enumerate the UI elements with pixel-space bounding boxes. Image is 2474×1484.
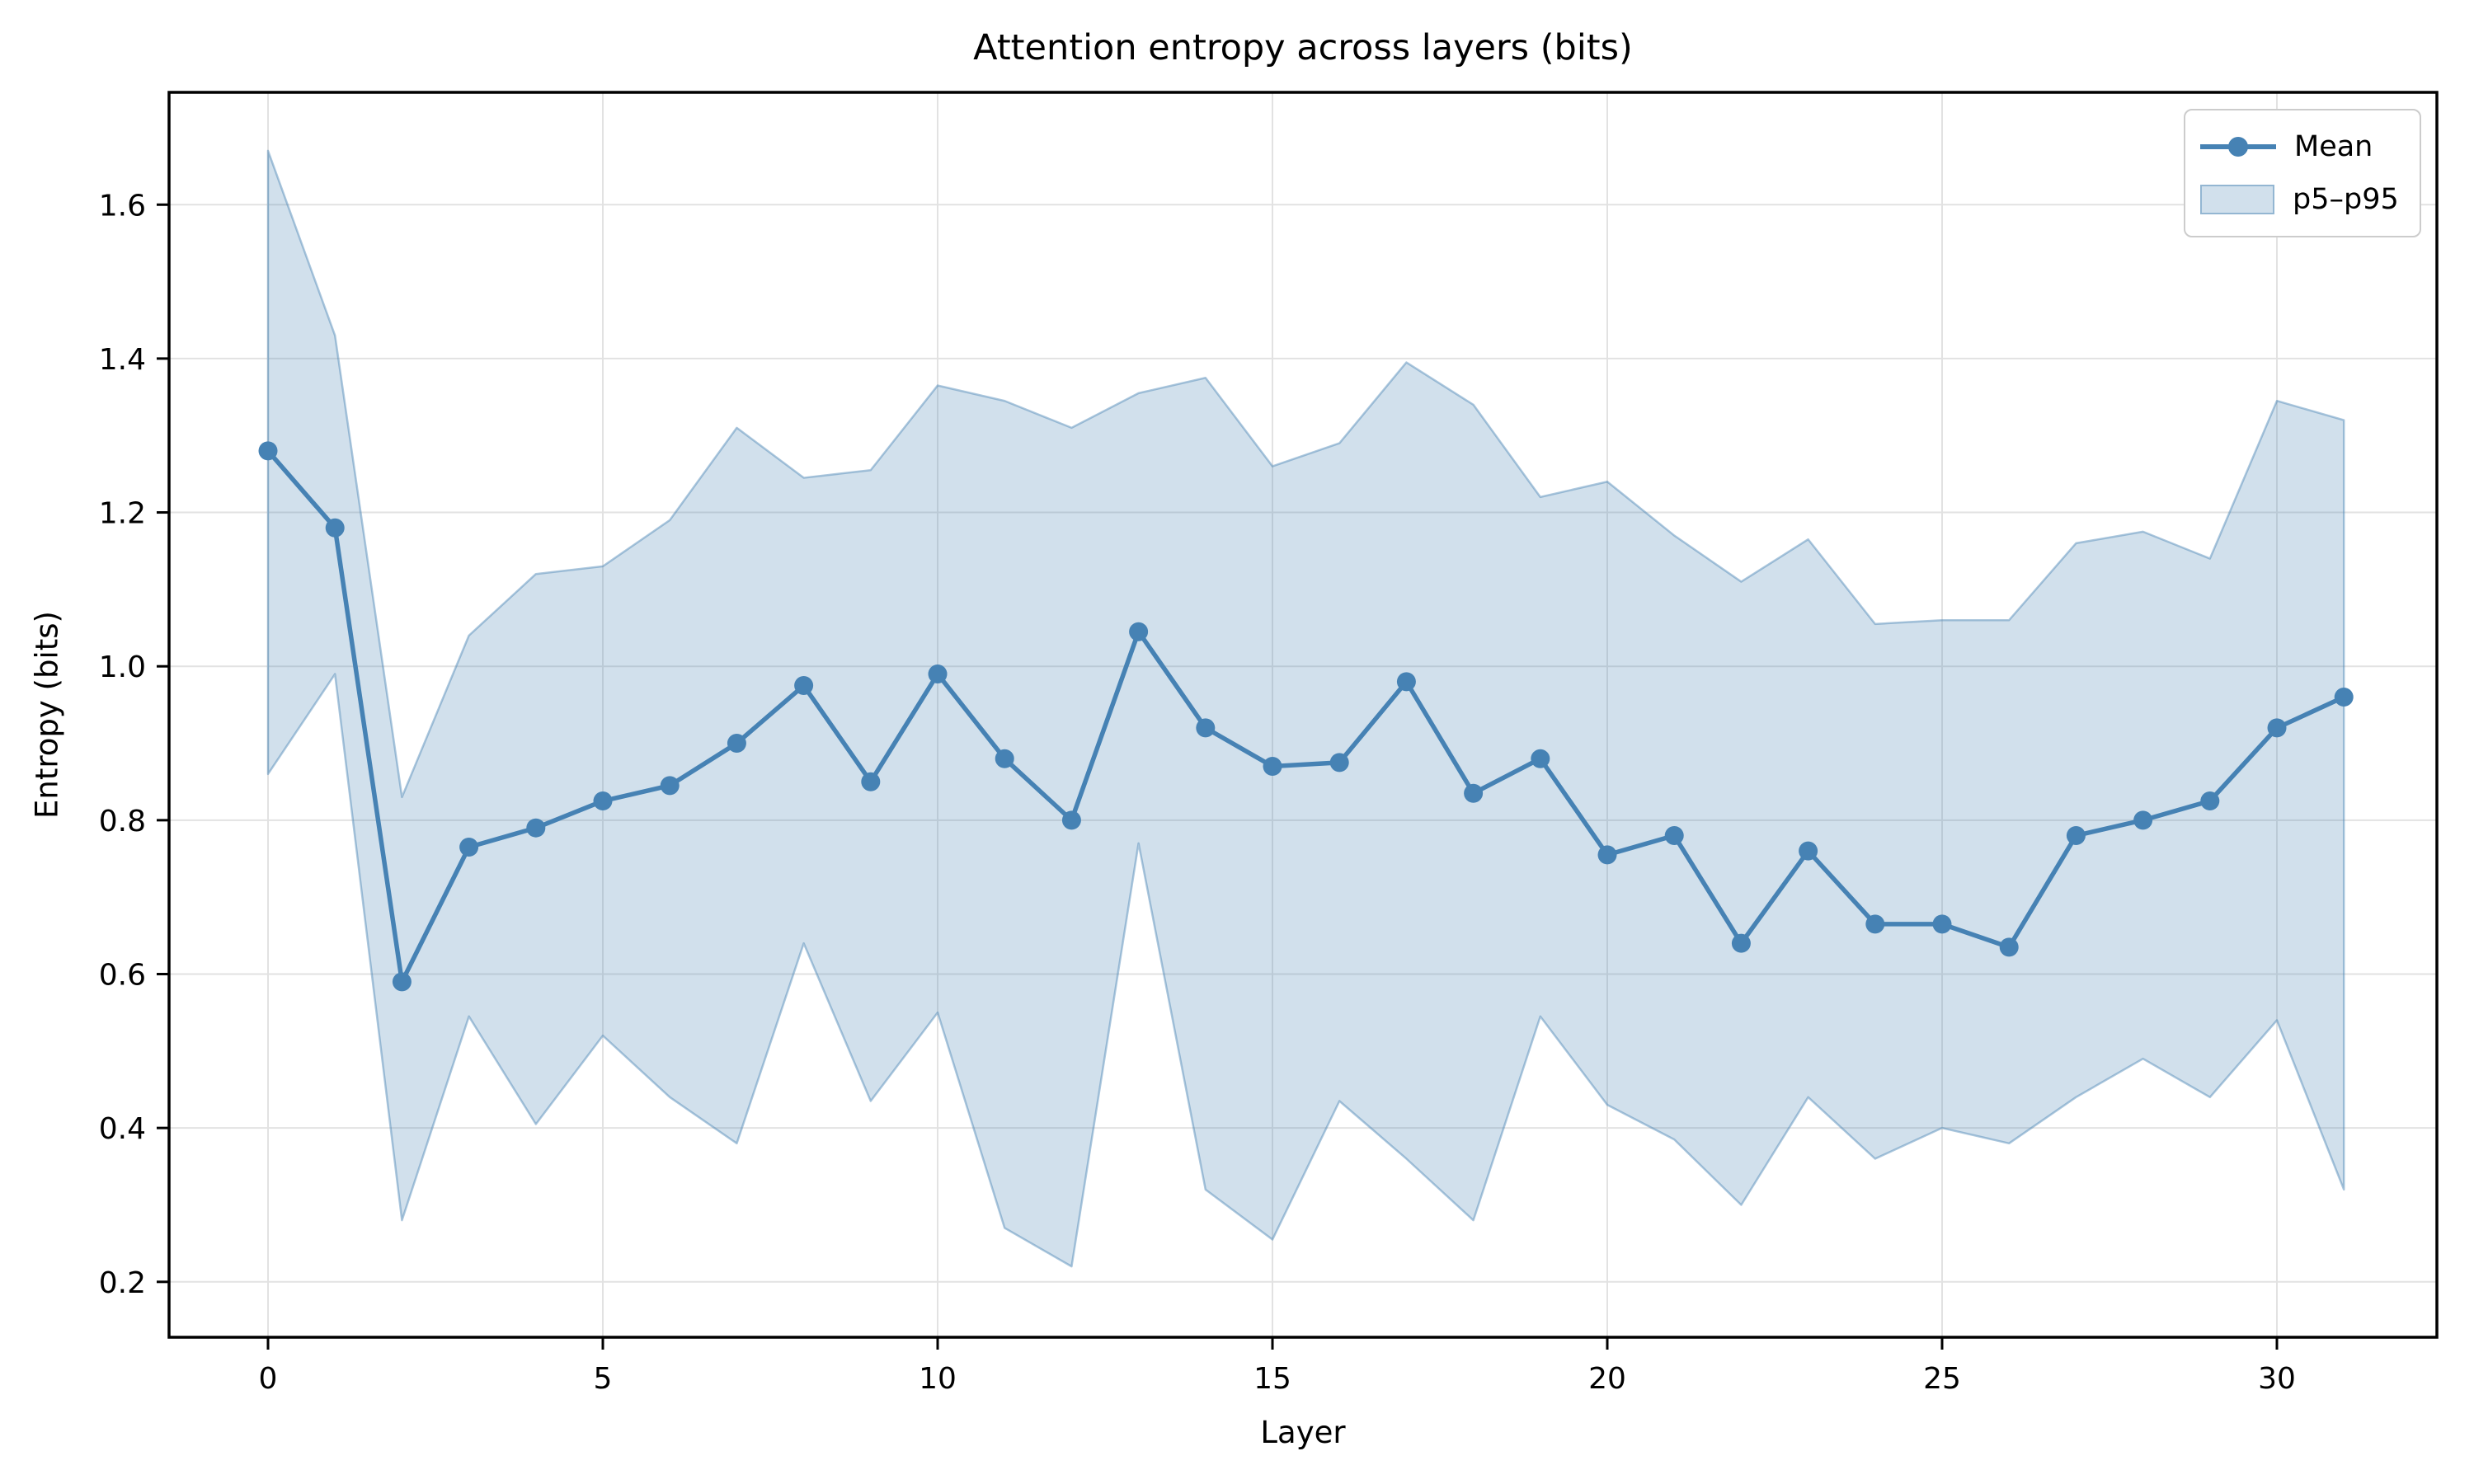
mean-marker [1932, 914, 1952, 934]
y-tick-label: 1.4 [99, 343, 146, 377]
x-tick-label: 10 [919, 1362, 957, 1396]
legend: Mean p5–p95 [2184, 109, 2421, 237]
mean-marker [1799, 841, 1818, 861]
y-tick-label: 0.8 [99, 805, 146, 838]
mean-marker [325, 518, 345, 538]
legend-label-band: p5–p95 [2293, 183, 2399, 216]
legend-item-mean: Mean [2200, 130, 2405, 163]
legend-item-band: p5–p95 [2200, 183, 2405, 216]
mean-marker [995, 749, 1014, 768]
mean-marker [526, 818, 546, 838]
mean-marker [1329, 753, 1349, 773]
mean-marker [2066, 826, 2086, 846]
mean-marker [459, 838, 479, 857]
y-axis-label: Entropy (bits) [29, 611, 65, 819]
mean-marker [1396, 672, 1416, 692]
legend-label-mean: Mean [2294, 130, 2373, 163]
mean-line [266, 448, 2346, 984]
mean-marker [1999, 937, 2019, 957]
grid [169, 92, 2437, 1337]
mean-marker [1731, 933, 1751, 953]
mean-marker [1263, 757, 1282, 777]
y-tick-label: 0.2 [99, 1266, 146, 1300]
y-tick-label: 1.0 [99, 650, 146, 684]
mean-line-swatch-icon [2200, 136, 2276, 157]
legend-marker-dot-icon [2228, 137, 2248, 157]
plot-border [167, 91, 2439, 1339]
y-tick-label: 1.2 [99, 497, 146, 531]
mean-marker [1865, 914, 1885, 934]
p5-p95-band [266, 149, 2345, 1268]
mean-marker [1531, 749, 1550, 768]
mean-marker [660, 776, 680, 796]
mean-marker [593, 791, 613, 811]
mean-marker [2267, 718, 2287, 738]
mean-marker [1597, 845, 1617, 865]
x-tick-label: 30 [2258, 1362, 2296, 1396]
chart-title: Attention entropy across layers (bits) [973, 27, 1633, 68]
mean-marker [1196, 718, 1216, 738]
x-tick-label: 0 [259, 1362, 278, 1396]
x-tick-label: 20 [1588, 1362, 1626, 1396]
mean-marker [727, 734, 746, 754]
x-tick-label: 5 [594, 1362, 613, 1396]
mean-marker [2133, 810, 2153, 830]
mean-marker [861, 772, 881, 791]
mean-marker [1129, 622, 1149, 641]
y-tick-label: 0.6 [99, 959, 146, 993]
y-tick-label: 0.4 [99, 1112, 146, 1146]
mean-marker [1464, 783, 1484, 803]
x-axis-label: Layer [1260, 1415, 1346, 1450]
mean-marker [2200, 791, 2220, 811]
mean-marker [258, 441, 278, 461]
mean-markers [258, 441, 2354, 992]
axis-ticks: 0 5 10 15 20 25 30 0.2 0.4 0.6 0.8 1.0 1.2 1.4 1.6 [99, 189, 2296, 1396]
x-tick-label: 25 [1923, 1362, 1961, 1396]
mean-marker [1664, 826, 1684, 846]
y-tick-label: 1.6 [99, 189, 146, 223]
mean-marker [392, 972, 412, 992]
mean-marker [928, 665, 948, 684]
mean-marker [1061, 810, 1081, 830]
mean-marker [794, 676, 814, 696]
mean-marker [2334, 688, 2354, 707]
band-patch-swatch-icon [2200, 185, 2274, 214]
x-tick-label: 15 [1253, 1362, 1291, 1396]
